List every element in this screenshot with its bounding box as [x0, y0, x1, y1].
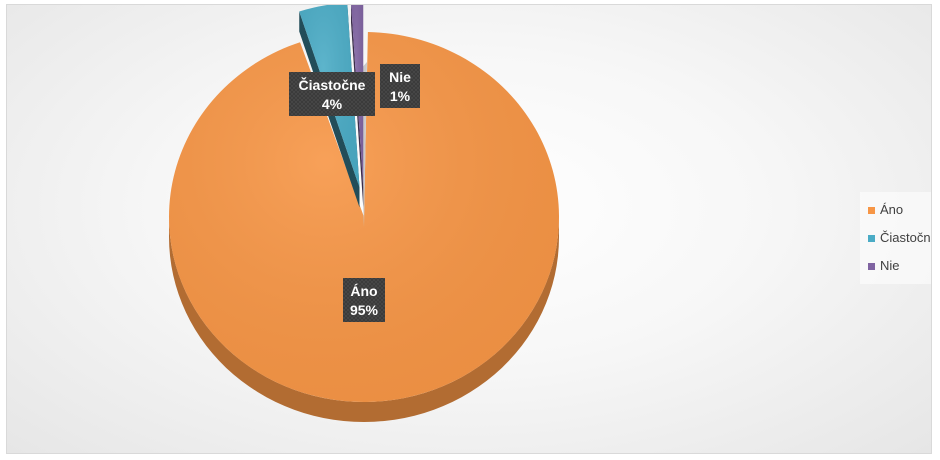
pie-chart: Áno 95% Čiastočne 4% Nie 1%	[169, 5, 559, 422]
slices-layer	[169, 5, 559, 422]
chart-area: Áno 95% Čiastočne 4% Nie 1% Áno Čiastočne Nie	[6, 4, 932, 454]
labels-layer: Áno 95% Čiastočne 4% Nie 1%	[289, 64, 420, 322]
data-label-category: Áno	[350, 283, 377, 299]
data-label-category: Čiastočne	[299, 76, 366, 93]
legend-swatch	[868, 207, 875, 214]
data-label-ano: Áno 95%	[343, 278, 385, 322]
legend-swatch	[868, 235, 875, 242]
legend: Áno Čiastočne Nie	[860, 192, 931, 284]
data-label-nie: Nie 1%	[380, 64, 420, 108]
legend-label: Nie	[880, 258, 900, 273]
data-label-value: 1%	[390, 88, 411, 104]
data-label-category: Nie	[389, 69, 411, 85]
data-label-ciastocne: Čiastočne 4%	[289, 72, 375, 116]
legend-label: Áno	[880, 202, 904, 217]
legend-swatch	[868, 263, 875, 270]
legend-label: Čiastočne	[880, 230, 931, 245]
data-label-value: 95%	[350, 302, 379, 318]
data-label-value: 4%	[322, 96, 343, 112]
